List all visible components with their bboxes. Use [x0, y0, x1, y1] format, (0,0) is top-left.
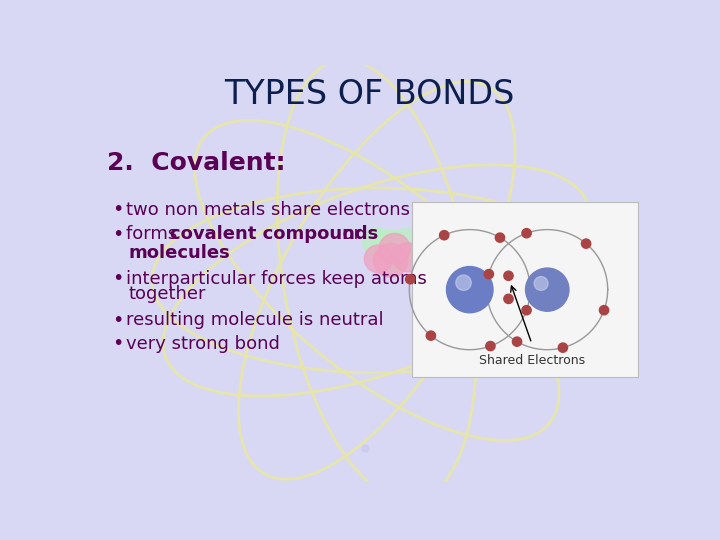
Circle shape	[485, 269, 493, 279]
Text: •: •	[112, 311, 123, 330]
Text: •: •	[112, 200, 123, 219]
Circle shape	[504, 271, 513, 280]
Text: •: •	[112, 334, 123, 353]
Circle shape	[439, 231, 449, 240]
Circle shape	[374, 244, 408, 278]
Circle shape	[384, 246, 410, 272]
Circle shape	[582, 239, 590, 248]
Circle shape	[526, 268, 569, 311]
Text: TYPES OF BONDS: TYPES OF BONDS	[224, 78, 514, 111]
Text: 2.  Covalent:: 2. Covalent:	[107, 151, 286, 176]
Text: •: •	[112, 225, 123, 244]
Circle shape	[522, 228, 531, 238]
Text: covalent compounds: covalent compounds	[170, 225, 378, 243]
Circle shape	[504, 294, 513, 303]
Circle shape	[456, 275, 472, 291]
Circle shape	[486, 341, 495, 350]
Circle shape	[522, 306, 531, 315]
Circle shape	[364, 245, 392, 273]
Text: resulting molecule is neutral: resulting molecule is neutral	[126, 312, 383, 329]
Text: molecules: molecules	[129, 244, 230, 262]
Bar	[412, 202, 638, 377]
Circle shape	[405, 275, 415, 284]
Text: interparticular forces keep atoms: interparticular forces keep atoms	[126, 270, 426, 288]
Circle shape	[446, 267, 493, 313]
Text: Shared Electrons: Shared Electrons	[479, 354, 585, 367]
Text: or: or	[331, 225, 361, 243]
Circle shape	[393, 242, 423, 272]
Circle shape	[363, 228, 391, 256]
Text: •: •	[112, 269, 123, 288]
Circle shape	[379, 233, 410, 264]
Circle shape	[495, 233, 505, 242]
Circle shape	[392, 229, 421, 258]
Text: together: together	[129, 285, 206, 303]
Text: very strong bond: very strong bond	[126, 335, 279, 353]
Circle shape	[558, 343, 567, 352]
Circle shape	[426, 331, 436, 340]
Text: forms: forms	[126, 225, 183, 243]
Circle shape	[513, 337, 522, 346]
Circle shape	[534, 276, 548, 291]
Circle shape	[600, 306, 608, 315]
Circle shape	[374, 230, 408, 264]
Text: two non metals share electrons: two non metals share electrons	[126, 200, 410, 219]
